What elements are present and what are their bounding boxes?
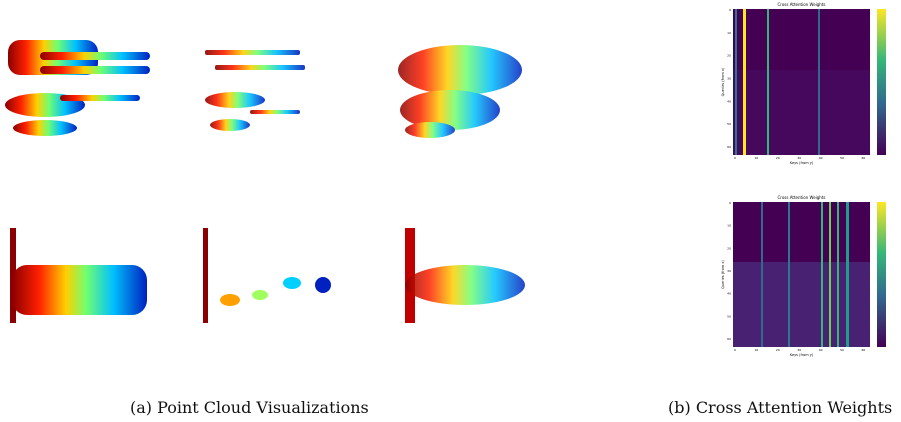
y-tick-label: 60: [727, 337, 731, 341]
point-cloud: [398, 45, 522, 138]
y-tick-label: 50: [727, 122, 731, 126]
point-cloud: [203, 228, 331, 323]
x-tick-label: 20: [776, 348, 780, 352]
caption: (b) Cross Attention Weights: [668, 398, 892, 417]
x-tick-label: 30: [797, 348, 801, 352]
y-tick-label: 30: [727, 269, 731, 273]
y-axis-label: Queries (from x): [721, 260, 725, 289]
y-tick-label: 0: [729, 201, 731, 205]
x-tick-label: 50: [840, 348, 844, 352]
x-tick-label: 30: [797, 156, 801, 160]
y-tick-label: 50: [727, 314, 731, 318]
point-cloud: [5, 40, 150, 136]
heatmap-title: Cross Attention Weights: [778, 2, 826, 7]
y-tick-label: 10: [727, 31, 731, 35]
x-tick-label: 0: [734, 348, 736, 352]
x-axis-label: Keys (from y): [790, 353, 814, 357]
y-tick-label: 30: [727, 76, 731, 80]
x-tick-label: 50: [840, 156, 844, 160]
y-tick-label: 10: [727, 224, 731, 228]
point-cloud: [405, 228, 525, 323]
x-tick-label: 10: [754, 348, 758, 352]
caption: (a) Point Cloud Visualizations: [130, 398, 369, 417]
y-tick-label: 40: [727, 99, 731, 103]
x-tick-label: 60: [862, 156, 866, 160]
y-tick-label: 20: [727, 54, 731, 58]
heatmap: [733, 9, 886, 155]
x-tick-label: 40: [819, 156, 823, 160]
y-tick-label: 40: [727, 292, 731, 296]
point-cloud: [10, 228, 147, 323]
point-cloud: [205, 50, 305, 131]
x-axis-label: Keys (from y): [790, 161, 814, 165]
x-tick-label: 0: [734, 156, 736, 160]
figure-graphics: Cross Attention Weights Keys (from y) Quer…: [0, 0, 901, 422]
x-tick-label: 60: [862, 348, 866, 352]
x-tick-label: 40: [819, 348, 823, 352]
y-tick-label: 60: [727, 145, 731, 149]
x-tick-label: 20: [776, 156, 780, 160]
figure: Cross Attention Weights Keys (from y) Quer…: [0, 0, 901, 422]
y-tick-label: 0: [729, 8, 731, 12]
y-axis-label: Queries (from x): [721, 67, 725, 96]
y-tick-label: 20: [727, 246, 731, 250]
heatmap-title: Cross Attention Weights: [778, 195, 826, 200]
x-tick-label: 10: [754, 156, 758, 160]
heatmap: [733, 202, 886, 347]
